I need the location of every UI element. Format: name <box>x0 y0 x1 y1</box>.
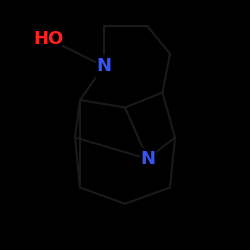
Bar <box>36 28 61 50</box>
Text: N: N <box>140 150 155 168</box>
Text: N: N <box>96 57 111 75</box>
Bar <box>96 55 111 78</box>
Text: HO: HO <box>34 30 64 48</box>
Bar <box>140 148 155 170</box>
